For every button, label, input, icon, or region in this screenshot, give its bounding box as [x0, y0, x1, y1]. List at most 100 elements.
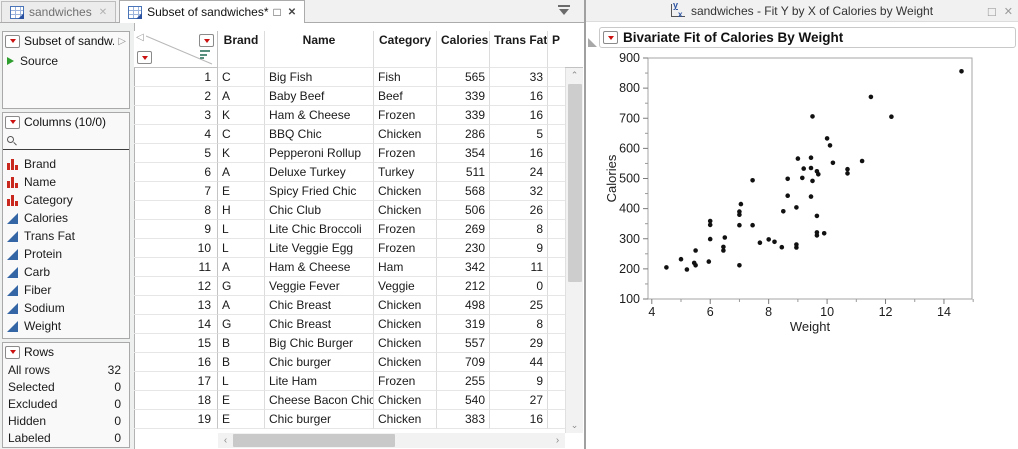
collapse-sidebar-icon[interactable]: ◁ — [136, 32, 144, 43]
cell-category[interactable]: Frozen — [374, 144, 437, 163]
cell-name[interactable]: Deluxe Turkey — [265, 163, 374, 182]
cell-category[interactable]: Turkey — [374, 163, 437, 182]
cell-calories[interactable]: 354 — [437, 144, 490, 163]
cell-p-clipped[interactable] — [548, 410, 565, 429]
cell-trans-fat[interactable]: 44 — [490, 353, 548, 372]
cell-brand[interactable]: A — [218, 87, 265, 106]
cell-trans-fat[interactable]: 9 — [490, 239, 548, 258]
cell-calories[interactable]: 557 — [437, 334, 490, 353]
column-item-fiber[interactable]: Fiber — [3, 281, 129, 299]
cell-brand[interactable]: A — [218, 296, 265, 315]
cell-name[interactable]: Veggie Fever — [265, 277, 374, 296]
cell-name[interactable]: Big Fish — [265, 68, 374, 87]
columns-menu-icon[interactable] — [199, 34, 214, 47]
scatter-point[interactable] — [821, 231, 827, 236]
column-header-category[interactable]: Category — [374, 31, 437, 68]
grid-corner-cell[interactable]: ◁ — [134, 31, 218, 68]
cell-name[interactable]: BBQ Chic — [265, 125, 374, 144]
tab-overflow-icon[interactable] — [558, 5, 570, 17]
scatter-point[interactable] — [781, 209, 786, 214]
vertical-scrollbar[interactable]: ⌃ ⌄ — [565, 68, 583, 433]
cell-p-clipped[interactable] — [548, 315, 565, 334]
cell-trans-fat[interactable]: 27 — [490, 391, 548, 410]
cell-name[interactable]: Lite Ham — [265, 372, 374, 391]
horizontal-scrollbar[interactable]: ‹ › — [218, 433, 565, 448]
scatter-point[interactable] — [827, 143, 833, 148]
cell-trans-fat[interactable]: 9 — [490, 372, 548, 391]
scatter-point[interactable] — [737, 263, 742, 268]
scatter-point[interactable] — [737, 209, 742, 214]
scatter-point[interactable] — [868, 94, 874, 100]
scatter-point[interactable] — [785, 176, 790, 182]
row-number-cell[interactable]: 17 — [134, 372, 218, 391]
cell-name[interactable]: Chic burger — [265, 353, 374, 372]
cell-p-clipped[interactable] — [548, 296, 565, 315]
cell-category[interactable]: Chicken — [374, 125, 437, 144]
cell-trans-fat[interactable]: 26 — [490, 201, 548, 220]
cell-trans-fat[interactable]: 16 — [490, 144, 548, 163]
cell-calories[interactable]: 319 — [437, 315, 490, 334]
cell-trans-fat[interactable]: 24 — [490, 163, 548, 182]
cell-trans-fat[interactable]: 16 — [490, 87, 548, 106]
scatter-point[interactable] — [785, 193, 790, 198]
cell-name[interactable]: Cheese Bacon Chic — [265, 391, 374, 410]
expand-panel-icon[interactable]: ▷ — [118, 35, 126, 47]
cell-p-clipped[interactable] — [548, 372, 565, 391]
cell-calories[interactable]: 212 — [437, 277, 490, 296]
maximize-icon[interactable]: □ — [273, 5, 281, 19]
scatter-point[interactable] — [808, 194, 814, 199]
column-item-protein[interactable]: Protein — [3, 245, 129, 263]
cell-category[interactable]: Chicken — [374, 353, 437, 372]
cell-p-clipped[interactable] — [548, 106, 565, 125]
red-triangle-menu-icon[interactable] — [5, 345, 20, 359]
scroll-down-icon[interactable]: ⌄ — [570, 420, 579, 430]
row-number-cell[interactable]: 13 — [134, 296, 218, 315]
cell-brand[interactable]: K — [218, 144, 265, 163]
source-item[interactable]: Source — [3, 50, 129, 68]
row-number-cell[interactable]: 1 — [134, 68, 218, 87]
cell-brand[interactable]: B — [218, 334, 265, 353]
cell-category[interactable]: Fish — [374, 68, 437, 87]
cell-category[interactable]: Chicken — [374, 334, 437, 353]
row-number-cell[interactable]: 16 — [134, 353, 218, 372]
scatter-point[interactable] — [757, 240, 763, 245]
column-header-trans-fat[interactable]: Trans Fat — [490, 31, 548, 68]
cell-calories[interactable]: 540 — [437, 391, 490, 410]
column-header-brand[interactable]: Brand — [218, 31, 265, 68]
cell-category[interactable]: Chicken — [374, 410, 437, 429]
cell-brand[interactable]: G — [218, 277, 265, 296]
cell-name[interactable]: Pepperoni Rollup — [265, 144, 374, 163]
row-number-cell[interactable]: 10 — [134, 239, 218, 258]
row-number-cell[interactable]: 12 — [134, 277, 218, 296]
cell-calories[interactable]: 498 — [437, 296, 490, 315]
row-number-cell[interactable]: 8 — [134, 201, 218, 220]
horizontal-scrollbar-thumb[interactable] — [233, 434, 395, 447]
scatter-point[interactable] — [721, 244, 726, 250]
column-header-p[interactable]: P — [548, 31, 565, 68]
cell-calories[interactable]: 339 — [437, 106, 490, 125]
scatter-point[interactable] — [845, 166, 850, 172]
row-number-cell[interactable]: 11 — [134, 258, 218, 277]
scroll-left-icon[interactable]: ‹ — [223, 435, 228, 446]
cell-trans-fat[interactable]: 11 — [490, 258, 548, 277]
cell-category[interactable]: Ham — [374, 258, 437, 277]
row-number-cell[interactable]: 4 — [134, 125, 218, 144]
cell-p-clipped[interactable] — [548, 277, 565, 296]
cell-p-clipped[interactable] — [548, 391, 565, 410]
scatter-point[interactable] — [808, 165, 814, 171]
scatter-point[interactable] — [706, 259, 712, 264]
cell-trans-fat[interactable]: 5 — [490, 125, 548, 144]
cell-brand[interactable]: H — [218, 201, 265, 220]
cell-trans-fat[interactable]: 8 — [490, 315, 548, 334]
cell-brand[interactable]: C — [218, 68, 265, 87]
cell-calories[interactable]: 339 — [437, 87, 490, 106]
row-number-cell[interactable]: 15 — [134, 334, 218, 353]
cell-p-clipped[interactable] — [548, 201, 565, 220]
cell-brand[interactable]: L — [218, 239, 265, 258]
cell-brand[interactable]: B — [218, 353, 265, 372]
scatter-point[interactable] — [845, 171, 850, 176]
cell-calories[interactable]: 255 — [437, 372, 490, 391]
close-icon[interactable]: ✕ — [287, 6, 297, 18]
scatter-point[interactable] — [810, 114, 815, 119]
cell-p-clipped[interactable] — [548, 144, 565, 163]
